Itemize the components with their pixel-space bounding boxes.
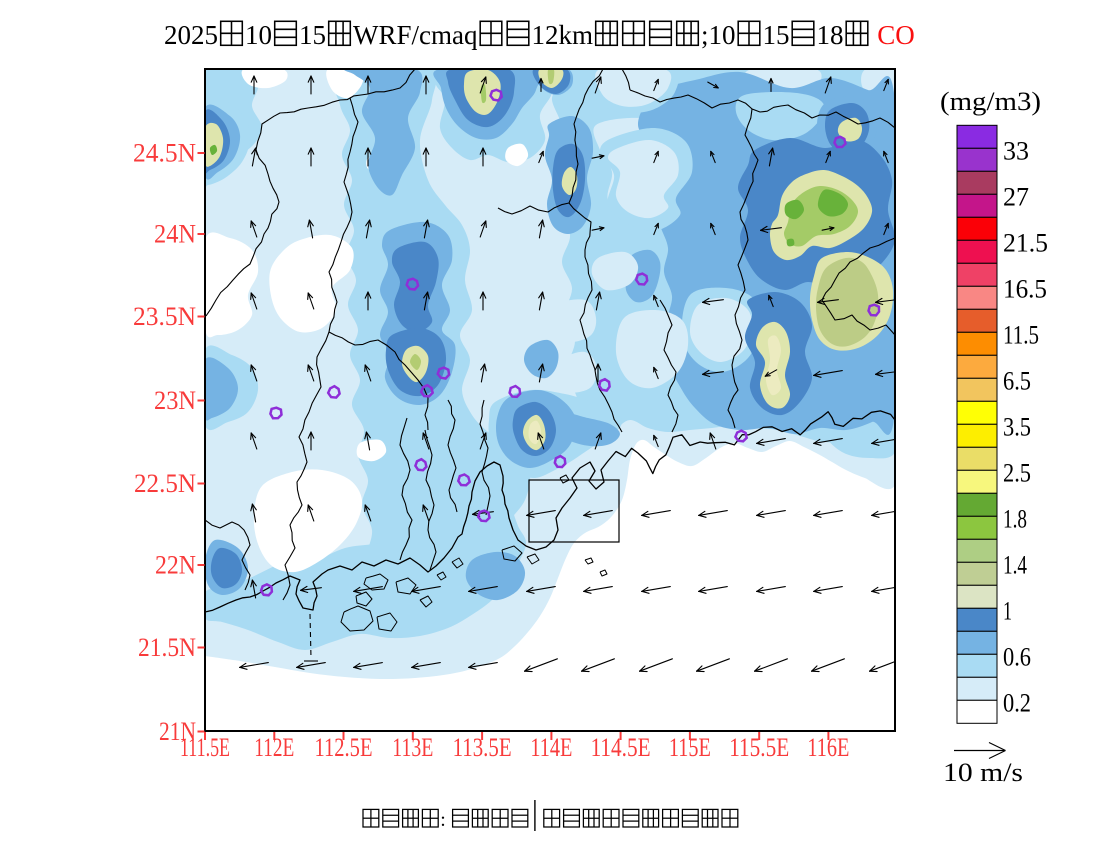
svg-text:10: 10 (245, 20, 272, 50)
svg-text:10: 10 (709, 20, 736, 50)
svg-text:15: 15 (299, 20, 326, 50)
svg-text:27: 27 (1003, 182, 1029, 211)
svg-text:CO: CO (877, 20, 915, 50)
svg-text:0.2: 0.2 (1003, 688, 1031, 717)
svg-text:10 m/s: 10 m/s (943, 758, 1023, 787)
svg-text:1.4: 1.4 (1003, 550, 1027, 579)
svg-text:22.5N: 22.5N (134, 469, 196, 498)
svg-text:18: 18 (817, 20, 844, 50)
svg-text:33: 33 (1003, 136, 1029, 165)
svg-text:;: ; (701, 20, 709, 50)
svg-text:3.5: 3.5 (1003, 412, 1031, 441)
svg-text:2.5: 2.5 (1003, 458, 1031, 487)
svg-text:(mg/m3): (mg/m3) (940, 87, 1041, 116)
svg-text:WRF/cmaq: WRF/cmaq (353, 20, 478, 50)
svg-text:1: 1 (1003, 596, 1012, 625)
svg-text:21.5: 21.5 (1003, 228, 1048, 257)
svg-text:16.5: 16.5 (1003, 274, 1047, 303)
svg-text:21.5N: 21.5N (138, 633, 196, 662)
svg-text:23N: 23N (154, 386, 196, 415)
svg-text:6.5: 6.5 (1003, 366, 1031, 395)
svg-text:24N: 24N (154, 220, 196, 249)
svg-text:1.8: 1.8 (1003, 504, 1027, 533)
svg-text:12km: 12km (532, 20, 594, 50)
svg-text:2025: 2025 (164, 20, 218, 50)
svg-text:23.5N: 23.5N (133, 302, 196, 331)
svg-text::: : (440, 809, 450, 831)
svg-text:24.5N: 24.5N (133, 139, 196, 168)
svg-text:0.6: 0.6 (1003, 642, 1031, 671)
svg-text:22N: 22N (155, 551, 196, 580)
svg-text:11.5: 11.5 (1003, 320, 1039, 349)
svg-text:15: 15 (763, 20, 790, 50)
